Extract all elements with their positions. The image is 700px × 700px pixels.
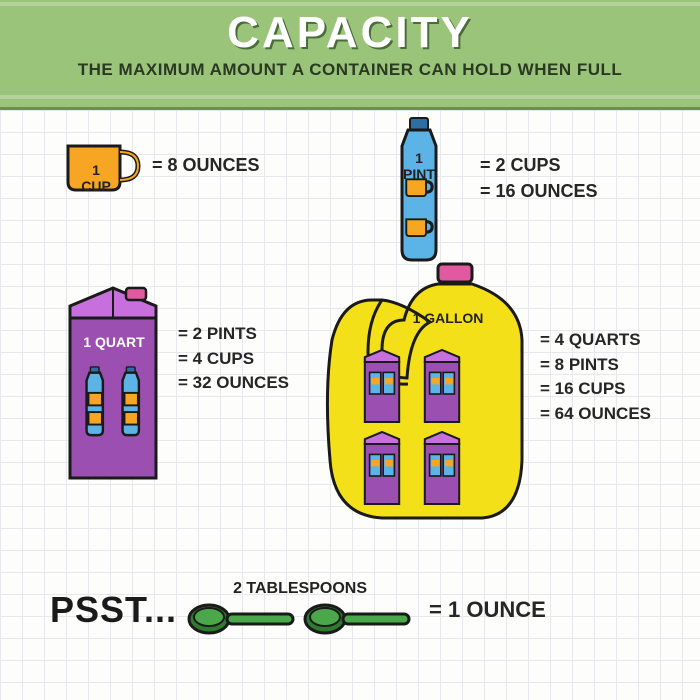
psst-equation: = 1 OUNCE <box>429 594 546 626</box>
gallon-label: 1 GALLON <box>408 310 488 326</box>
gallon-block: 1 GALLON <box>312 260 532 535</box>
psst-label: PSST... <box>50 589 177 631</box>
quart-eq-1: = 2 PINTS <box>178 322 289 347</box>
poster-title: CAPACITY <box>0 8 700 58</box>
pint-eq-2: = 16 OUNCES <box>480 178 598 204</box>
poster-header: CAPACITY THE MAXIMUM AMOUNT A CONTAINER … <box>0 0 700 110</box>
quart-label: 1 QUART <box>82 334 146 350</box>
quart-eq-2: = 4 CUPS <box>178 347 289 372</box>
psst-block: PSST... 2 TABLESPOONS <box>50 580 650 640</box>
quart-carton-icon <box>58 278 168 488</box>
cup-block: 1 CUP <box>62 132 144 201</box>
gallon-equations: = 4 QUARTS = 8 PINTS = 16 CUPS = 64 OUNC… <box>540 328 651 427</box>
gallon-jug-icon <box>312 260 532 530</box>
gallon-eq-4: = 64 OUNCES <box>540 402 651 427</box>
gallon-eq-3: = 16 CUPS <box>540 377 651 402</box>
cup-label: 1 CUP <box>76 162 116 194</box>
quart-equations: = 2 PINTS = 4 CUPS = 32 OUNCES <box>178 322 289 396</box>
pint-eq-1: = 2 CUPS <box>480 152 598 178</box>
tablespoons-label: 2 TABLESPOONS <box>233 580 367 598</box>
quart-block: 1 QUART <box>58 278 168 493</box>
pint-label: 1 PINT <box>398 150 440 182</box>
tablespoon-icon <box>303 598 413 640</box>
quart-eq-3: = 32 OUNCES <box>178 371 289 396</box>
pint-equations: = 2 CUPS = 16 OUNCES <box>480 152 598 204</box>
poster-subtitle: THE MAXIMUM AMOUNT A CONTAINER CAN HOLD … <box>0 60 700 80</box>
capacity-poster: CAPACITY THE MAXIMUM AMOUNT A CONTAINER … <box>0 0 700 700</box>
content-grid: 1 CUP = 8 OUNCES 1 PINT = 2 CUPS <box>0 110 700 700</box>
pint-block: 1 PINT <box>380 116 458 271</box>
cup-equation: = 8 OUNCES <box>152 152 260 178</box>
gallon-eq-2: = 8 PINTS <box>540 353 651 378</box>
gallon-eq-1: = 4 QUARTS <box>540 328 651 353</box>
pint-bottle-icon <box>380 116 458 266</box>
tablespoon-icon <box>187 598 297 640</box>
